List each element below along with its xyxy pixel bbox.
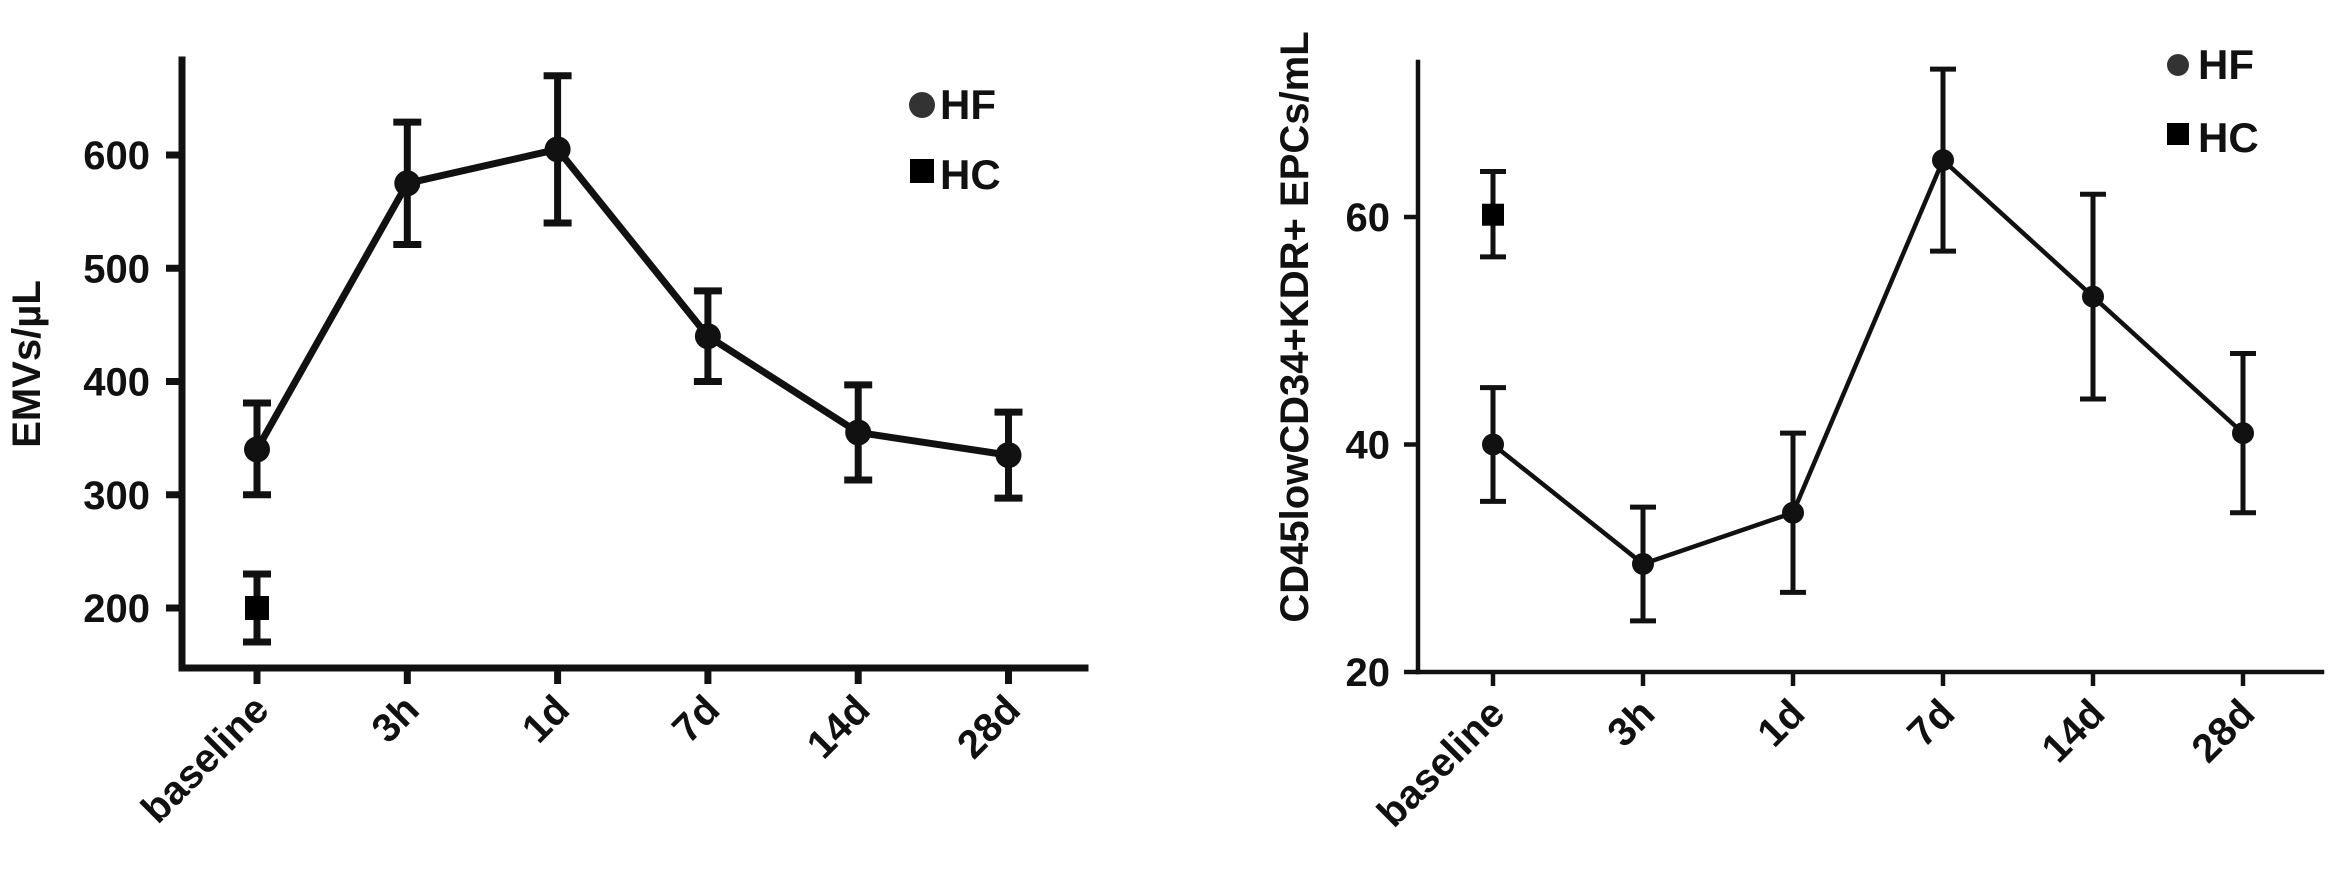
x-tick-label: 1d — [1749, 691, 1813, 755]
x-tick-label: 3h — [364, 687, 428, 751]
y-tick-label: 60 — [1346, 196, 1391, 240]
data-point-hf — [995, 442, 1022, 469]
data-point-hf — [2232, 422, 2254, 445]
data-point-hf — [544, 136, 571, 163]
legend-label-hf: HF — [940, 81, 996, 128]
y-axis-label: EMVs/µL — [5, 280, 49, 448]
legend-label-hc: HC — [940, 151, 1001, 198]
series-line-hf — [1491, 157, 2245, 567]
y-tick-label: 300 — [83, 474, 150, 518]
data-point-hf — [1932, 149, 1954, 172]
y-tick-label: 600 — [83, 134, 150, 178]
y-tick-label: 500 — [83, 247, 150, 291]
y-tick-label: 20 — [1346, 651, 1391, 695]
data-point-hc — [1482, 203, 1504, 226]
x-tick-label: 14d — [799, 687, 879, 767]
data-point-hf — [394, 170, 421, 197]
x-tick-label: 3h — [1599, 691, 1663, 755]
y-tick-label: 40 — [1346, 424, 1391, 468]
x-tick-label: 28d — [2184, 691, 2264, 771]
x-tick-label: 7d — [664, 687, 728, 751]
data-point-hf — [2082, 285, 2104, 308]
data-point-hc — [245, 596, 269, 620]
right-panel-epcs: 20 40 60 baseline 3h 1d 7d 14d 28d CD45lowCD34+KD… — [1273, 31, 2325, 836]
data-point-hf — [694, 323, 721, 350]
y-tick-label: 400 — [83, 361, 150, 405]
left-panel-emvs: 200 300 400 500 600 baseline 3h 1d 7d 14d 28d EMVs/… — [5, 56, 1089, 832]
x-tick-label: 28d — [949, 687, 1029, 767]
data-point-hf — [1482, 433, 1504, 456]
data-point-hf — [1632, 552, 1654, 575]
legend-marker-hf — [909, 92, 935, 118]
legend-marker-hc — [2167, 123, 2189, 145]
series-line-hf — [253, 145, 1010, 459]
data-point-hf — [1782, 501, 1804, 524]
legend-label-hf: HF — [2198, 41, 2254, 88]
data-point-hf — [244, 436, 270, 463]
x-tick-label: 14d — [2034, 691, 2114, 771]
legend-label-hc: HC — [2198, 114, 2259, 161]
x-tick-label: baseline — [133, 687, 277, 831]
y-tick-label: 200 — [83, 587, 150, 631]
legend-marker-hc — [910, 159, 934, 183]
x-tick-label: 1d — [514, 687, 578, 751]
legend-marker-hf — [2167, 54, 2189, 76]
data-point-hf — [845, 419, 872, 446]
y-axis-label: CD45lowCD34+KDR+ EPCs/mL — [1273, 31, 1317, 622]
x-tick-label: 7d — [1899, 691, 1963, 755]
x-tick-label: baseline — [1369, 691, 1513, 835]
